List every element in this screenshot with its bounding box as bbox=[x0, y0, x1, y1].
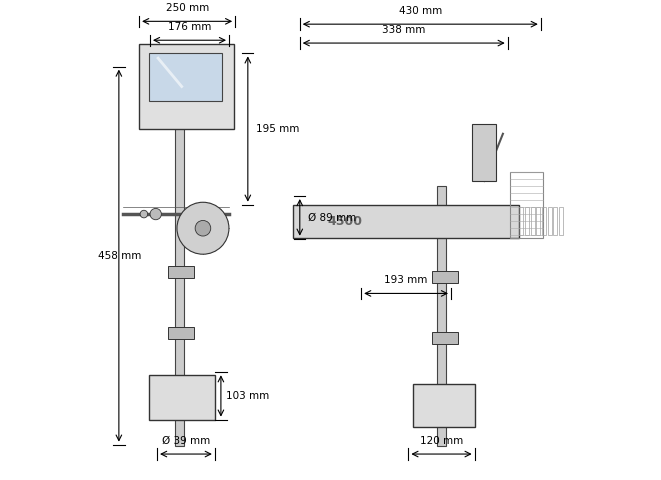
Bar bbox=[438, 186, 446, 445]
Text: 195 mm: 195 mm bbox=[256, 124, 299, 134]
Bar bbox=[149, 375, 215, 420]
Text: 4500: 4500 bbox=[327, 215, 362, 228]
Bar bbox=[559, 207, 563, 235]
Text: 430 mm: 430 mm bbox=[399, 6, 442, 16]
Bar bbox=[149, 53, 222, 101]
Bar bbox=[432, 271, 458, 283]
Text: 250 mm: 250 mm bbox=[165, 3, 209, 13]
Text: 458 mm: 458 mm bbox=[98, 251, 141, 261]
Bar bbox=[432, 332, 458, 344]
Bar bbox=[472, 124, 496, 181]
Bar bbox=[167, 327, 194, 339]
Text: 176 mm: 176 mm bbox=[168, 22, 211, 32]
Bar bbox=[139, 44, 233, 129]
Bar bbox=[548, 207, 551, 235]
Circle shape bbox=[195, 220, 211, 236]
Text: 103 mm: 103 mm bbox=[225, 391, 269, 401]
Bar bbox=[542, 207, 546, 235]
Circle shape bbox=[177, 202, 229, 254]
Text: 338 mm: 338 mm bbox=[382, 24, 426, 35]
Circle shape bbox=[140, 210, 147, 218]
Bar bbox=[413, 384, 475, 427]
Bar bbox=[167, 266, 194, 278]
Bar bbox=[553, 207, 557, 235]
Bar bbox=[510, 171, 543, 238]
Text: Ø 39 mm: Ø 39 mm bbox=[162, 435, 210, 445]
Bar bbox=[525, 207, 529, 235]
Text: 120 mm: 120 mm bbox=[420, 435, 463, 445]
Bar bbox=[537, 207, 540, 235]
Bar bbox=[520, 207, 524, 235]
Bar bbox=[531, 207, 535, 235]
Bar bbox=[175, 68, 184, 445]
Text: Ø 89 mm: Ø 89 mm bbox=[308, 212, 356, 222]
Circle shape bbox=[150, 208, 161, 220]
Text: 193 mm: 193 mm bbox=[385, 275, 428, 285]
Bar bbox=[293, 204, 520, 238]
